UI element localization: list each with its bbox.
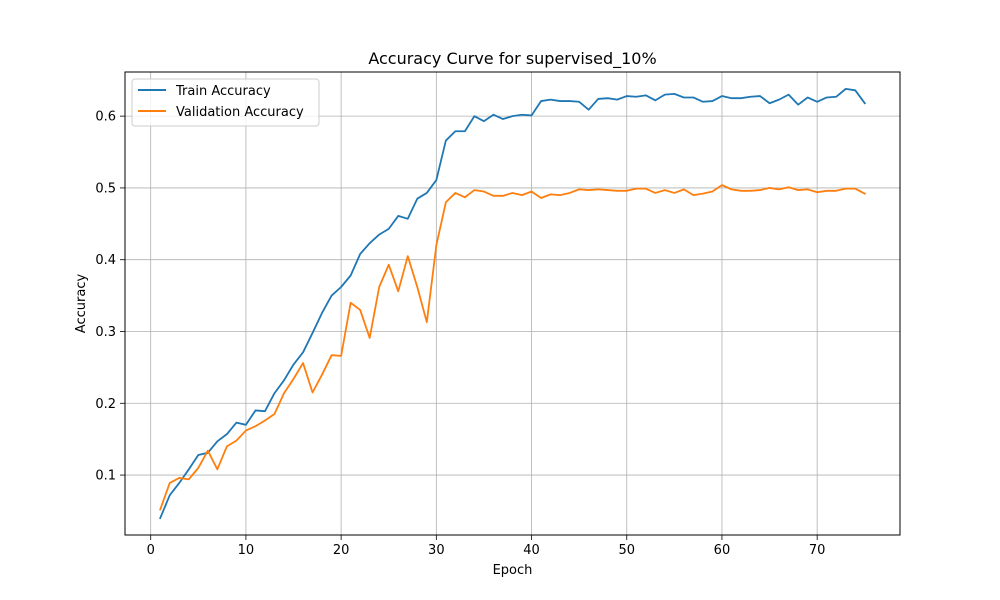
y-tick-label: 0.2 — [95, 397, 116, 412]
chart-title: Accuracy Curve for supervised_10% — [368, 49, 656, 69]
x-tick-label: 10 — [238, 543, 255, 558]
x-tick-label: 60 — [714, 543, 731, 558]
y-tick-label: 0.3 — [95, 325, 116, 340]
y-tick-label: 0.1 — [95, 469, 116, 484]
x-tick-label: 20 — [333, 543, 350, 558]
y-tick-label: 0.5 — [95, 181, 116, 196]
train-accuracy-line — [159, 87, 867, 520]
legend: Train Accuracy Validation Accuracy — [131, 78, 320, 127]
legend-label-train: Train Accuracy — [175, 84, 271, 99]
plot-frame — [124, 71, 901, 536]
x-tick-label: 40 — [523, 543, 540, 558]
x-tick-label: 50 — [618, 543, 635, 558]
y-tick-label: 0.6 — [95, 110, 116, 125]
validation-accuracy-line — [159, 184, 866, 511]
y-tick-label: 0.4 — [95, 253, 116, 268]
x-tick-label: 30 — [428, 543, 445, 558]
y-axis-label: Accuracy — [74, 274, 89, 334]
legend-box — [131, 78, 320, 127]
x-tick-label: 0 — [147, 543, 155, 558]
x-axis-label: Epoch — [493, 563, 533, 578]
x-tick-label: 70 — [809, 543, 826, 558]
series-lines — [159, 87, 867, 520]
x-axis-ticks: 0 10 20 30 40 50 60 70 — [147, 535, 826, 558]
y-axis-ticks: 0.1 0.2 0.3 0.4 0.5 0.6 — [95, 110, 125, 484]
legend-label-validation: Validation Accuracy — [176, 105, 304, 120]
